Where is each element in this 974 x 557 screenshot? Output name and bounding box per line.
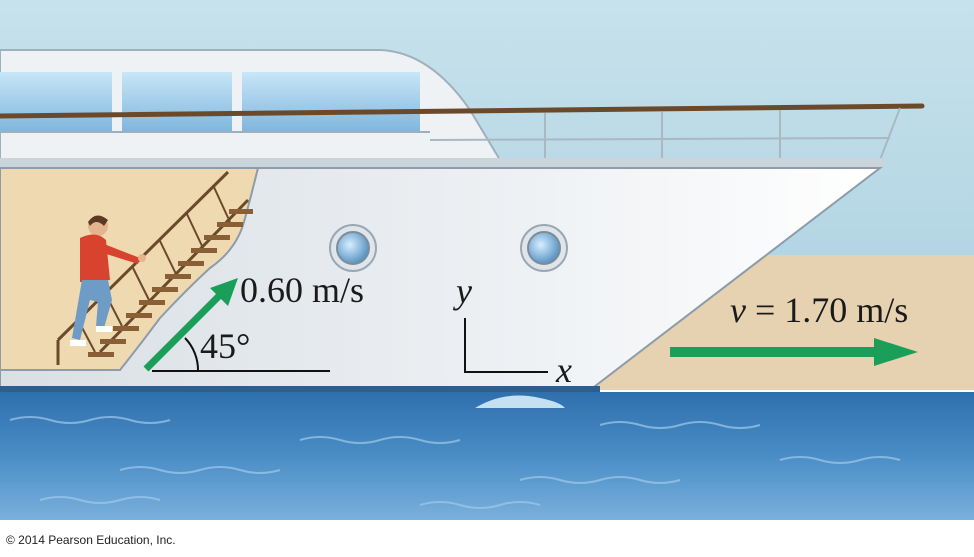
copyright-notice: © 2014 Pearson Education, Inc. xyxy=(6,533,176,547)
water xyxy=(0,392,974,520)
stair-treads xyxy=(88,209,253,357)
top-railing xyxy=(0,103,925,119)
ship-velocity-symbol: v xyxy=(730,290,746,330)
wave-highlights xyxy=(9,416,901,509)
person-icon xyxy=(70,215,146,346)
x-axis-label: x xyxy=(555,350,572,390)
railing-posts xyxy=(429,107,901,161)
porthole-icon xyxy=(329,224,377,272)
ship-velocity-arrowhead xyxy=(874,338,918,366)
angle-arc xyxy=(184,337,200,372)
person-velocity-arrow xyxy=(143,286,229,372)
porthole-icon xyxy=(520,224,568,272)
window-mullion-1 xyxy=(112,72,122,132)
waterline-stripe xyxy=(0,386,600,396)
person-velocity-label: 0.60 m/s xyxy=(240,270,364,310)
person-velocity-arrowhead xyxy=(210,278,238,306)
ship-velocity-label: v = 1.70 m/s xyxy=(730,290,908,330)
y-axis-label: y xyxy=(453,271,472,311)
deck-edge xyxy=(0,158,884,168)
bow-splash xyxy=(475,395,565,408)
angle-label: 45° xyxy=(200,326,250,366)
cabin-window-band xyxy=(0,72,420,132)
window-mullion-2 xyxy=(232,72,242,132)
coordinate-axes xyxy=(464,318,548,373)
ship-velocity-value: = 1.70 m/s xyxy=(746,290,908,330)
